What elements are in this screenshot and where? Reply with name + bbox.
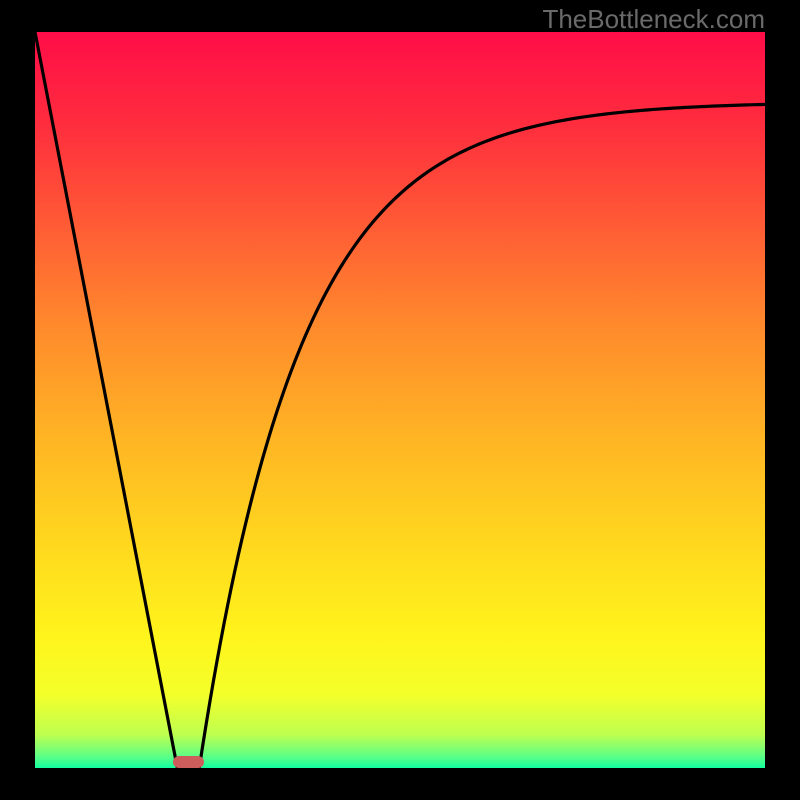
chart-curves <box>0 0 800 800</box>
valley-marker <box>173 756 204 768</box>
chart-container: TheBottleneck.com <box>0 0 800 800</box>
